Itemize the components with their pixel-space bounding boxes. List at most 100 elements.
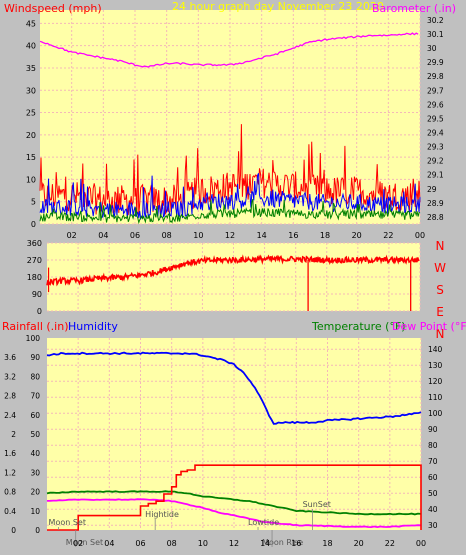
baro-y-tick: 30.1: [427, 30, 444, 39]
wind-x-tick: 08: [162, 231, 172, 240]
climate-x-axis-labels: 02 04 06 08 10 12 14 16 18 20 22 00: [73, 539, 426, 548]
humidity-y-tick: 90: [30, 353, 40, 362]
humidity-axis-title: Humidity: [68, 320, 118, 333]
baro-y-tick: 29.8: [427, 72, 444, 81]
dewpoint-line: [46, 498, 422, 529]
humidity-y-tick: 20: [30, 488, 40, 497]
rain-y-tick: 2: [11, 430, 16, 439]
wind-x-tick: 04: [98, 231, 108, 240]
event-label: Moon Set: [66, 538, 103, 547]
temperature-y-tick: 50: [428, 489, 438, 498]
wind-x-tick: 12: [225, 231, 235, 240]
direction-y-tick: 0: [37, 307, 42, 316]
temperature-y-tick: 30: [428, 521, 438, 530]
wind-y-tick: 20: [26, 131, 36, 140]
baro-y-tick: 30: [427, 44, 437, 53]
climate-x-tick: 08: [167, 539, 177, 548]
wind-x-axis-labels: 02 04 06 08 10 12 14 16 18 20 22 00: [67, 231, 426, 240]
wind-x-tick: 10: [193, 231, 203, 240]
climate-grid: [47, 338, 422, 530]
baro-y-tick: 29.7: [427, 86, 444, 95]
chart-title: 24 hour graph day November 23 2020: [172, 0, 384, 13]
wind-direction-line: [46, 254, 420, 287]
climate-x-tick: 14: [260, 539, 270, 548]
climate-x-tick: 04: [104, 539, 114, 548]
wind-y-tick: 30: [26, 86, 36, 95]
temperature-y-tick: 140: [428, 345, 443, 354]
rain-y-tick: 3.2: [4, 372, 16, 381]
humidity-line: [46, 351, 422, 425]
rain-axis-title: Rainfall (.in): [2, 320, 69, 333]
humidity-y-tick: 100: [26, 334, 41, 343]
rain-y-tick: 1.6: [4, 449, 16, 458]
compass-letter: S: [436, 283, 444, 297]
temperature-y-tick: 90: [428, 425, 438, 434]
wind-y-axis-labels: 0 5 10 15 20 25 30 35 40 45: [26, 19, 36, 229]
direction-series: [46, 254, 420, 311]
humidity-y-axis-labels: 0 10 20 30 40 50 60 70 80 90 100: [26, 334, 41, 535]
wind-x-tick: 20: [352, 231, 362, 240]
wind-y-tick: 45: [26, 19, 36, 28]
direction-y-tick: 360: [27, 239, 42, 248]
wind-low-line: [39, 199, 421, 225]
compass-letter: N: [436, 327, 445, 341]
compass-letter: E: [436, 305, 444, 319]
wind-axis-title: Windspeed (mph): [4, 2, 102, 15]
climate-x-tick: 00: [416, 539, 426, 548]
climate-x-tick: 18: [322, 539, 332, 548]
baro-y-tick: 28.8: [427, 213, 444, 222]
compass-letter: N: [436, 239, 445, 253]
barometer-line: [39, 32, 419, 68]
climate-x-tick: 12: [229, 539, 239, 548]
compass-letter: W: [434, 261, 446, 275]
baro-y-tick: 29.1: [427, 171, 444, 180]
climate-x-tick: 10: [198, 539, 208, 548]
climate-x-tick: 06: [135, 539, 145, 548]
direction-y-axis-labels: 0 90 180 270 360: [27, 239, 42, 316]
wind-y-tick: 35: [26, 64, 36, 73]
temperature-y-tick: 60: [428, 473, 438, 482]
baro-y-tick: 29.2: [427, 157, 444, 166]
humidity-y-tick: 30: [30, 468, 40, 477]
climate-x-tick: 02: [73, 539, 83, 548]
wind-y-tick: 10: [26, 175, 36, 184]
wind-x-tick: 22: [383, 231, 393, 240]
rain-y-tick: 1.2: [4, 468, 16, 477]
wind-x-tick: 16: [288, 231, 298, 240]
event-label: Lowtide: [248, 518, 279, 527]
rain-y-tick: 0.4: [4, 507, 16, 516]
wind-y-tick: 5: [31, 198, 36, 207]
humidity-y-tick: 70: [30, 392, 40, 401]
temperature-line: [46, 490, 422, 516]
rain-y-tick: 0.8: [4, 488, 16, 497]
climate-x-tick: 20: [354, 539, 364, 548]
temperature-y-tick: 40: [428, 505, 438, 514]
temperature-axis-title: Temperature (°F): [311, 320, 406, 333]
humidity-y-tick: 50: [30, 430, 40, 439]
temperature-y-tick: 80: [428, 441, 438, 450]
rain-y-axis-labels: 0 0.4 0.8 1.2 1.6 2 2.4 2.8 3.2 3.6: [4, 353, 16, 535]
rainfall-line: [47, 464, 422, 531]
event-label: Hightide: [145, 510, 179, 519]
event-label: Moon Rise: [262, 538, 303, 547]
humidity-y-tick: 60: [30, 411, 40, 420]
wind-x-tick: 06: [130, 231, 140, 240]
baro-y-tick: 29.3: [427, 143, 444, 152]
wind-x-tick: 00: [415, 231, 425, 240]
temperature-y-tick: 110: [428, 393, 443, 402]
humidity-y-tick: 40: [30, 449, 40, 458]
baro-y-tick: 29.4: [427, 128, 444, 137]
wind-y-tick: 15: [26, 153, 36, 162]
direction-y-tick: 90: [32, 290, 42, 299]
wind-x-tick: 02: [67, 231, 77, 240]
baro-axis-title: Barometer (.in): [372, 2, 456, 15]
baro-y-tick: 28.9: [427, 199, 444, 208]
wind-x-tick: 18: [320, 231, 330, 240]
direction-y-tick: 180: [27, 273, 42, 282]
baro-y-tick: 30.2: [427, 16, 444, 25]
wind-series: [39, 32, 421, 225]
direction-y-tick: 270: [27, 256, 42, 265]
temperature-y-tick: 100: [428, 409, 443, 418]
